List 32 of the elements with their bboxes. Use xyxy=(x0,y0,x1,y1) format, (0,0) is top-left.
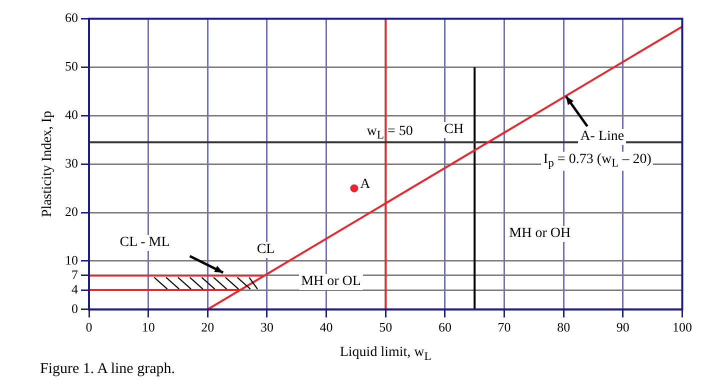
y-tick-label: 10 xyxy=(65,252,78,268)
x-tick-label: 20 xyxy=(201,320,214,335)
annotation: CL xyxy=(254,242,277,258)
x-tick-label: 100 xyxy=(672,320,692,335)
annotation: CH xyxy=(442,122,466,138)
y-tick-label: 50 xyxy=(65,58,78,74)
x-tick-label: 40 xyxy=(320,320,333,335)
y-tick-label: 0 xyxy=(72,300,78,316)
y-tick-label: 7 xyxy=(72,266,78,282)
x-tick-label: 80 xyxy=(557,320,570,335)
annotation: MH or OH xyxy=(507,226,573,242)
x-tick-label: 90 xyxy=(616,320,630,335)
annotation: w$_{L}$ = 50 xyxy=(366,124,413,142)
y-tick-label: 20 xyxy=(65,204,78,219)
annotation: MH or OL xyxy=(299,274,363,290)
annotation: A- Line xyxy=(578,128,626,145)
x-tick-label: 0 xyxy=(86,320,92,335)
y-tick-label: 40 xyxy=(65,107,78,122)
caption: Figure 1. A line graph. xyxy=(40,361,175,377)
x-tick-label: 30 xyxy=(260,320,274,335)
annotation: CL - ML xyxy=(118,235,172,252)
x-tick-label: 70 xyxy=(498,320,511,335)
annotation: I$_{p}$ = 0.73 (w$_{L}$ – 20) xyxy=(541,152,654,170)
x-tick-label: 50 xyxy=(379,320,392,335)
y-tick-label: 60 xyxy=(65,10,78,26)
x-tick-label: 60 xyxy=(438,320,452,335)
series-label: A xyxy=(360,177,370,192)
x-axis-title: Liquid limit, w$_{L}$ xyxy=(340,345,432,363)
y-tick-label: 4 xyxy=(72,281,78,296)
x-tick-label: 10 xyxy=(142,320,155,335)
y-axis-title: Plasticity Index, Ip xyxy=(40,111,55,218)
y-tick-label: 30 xyxy=(65,156,78,171)
